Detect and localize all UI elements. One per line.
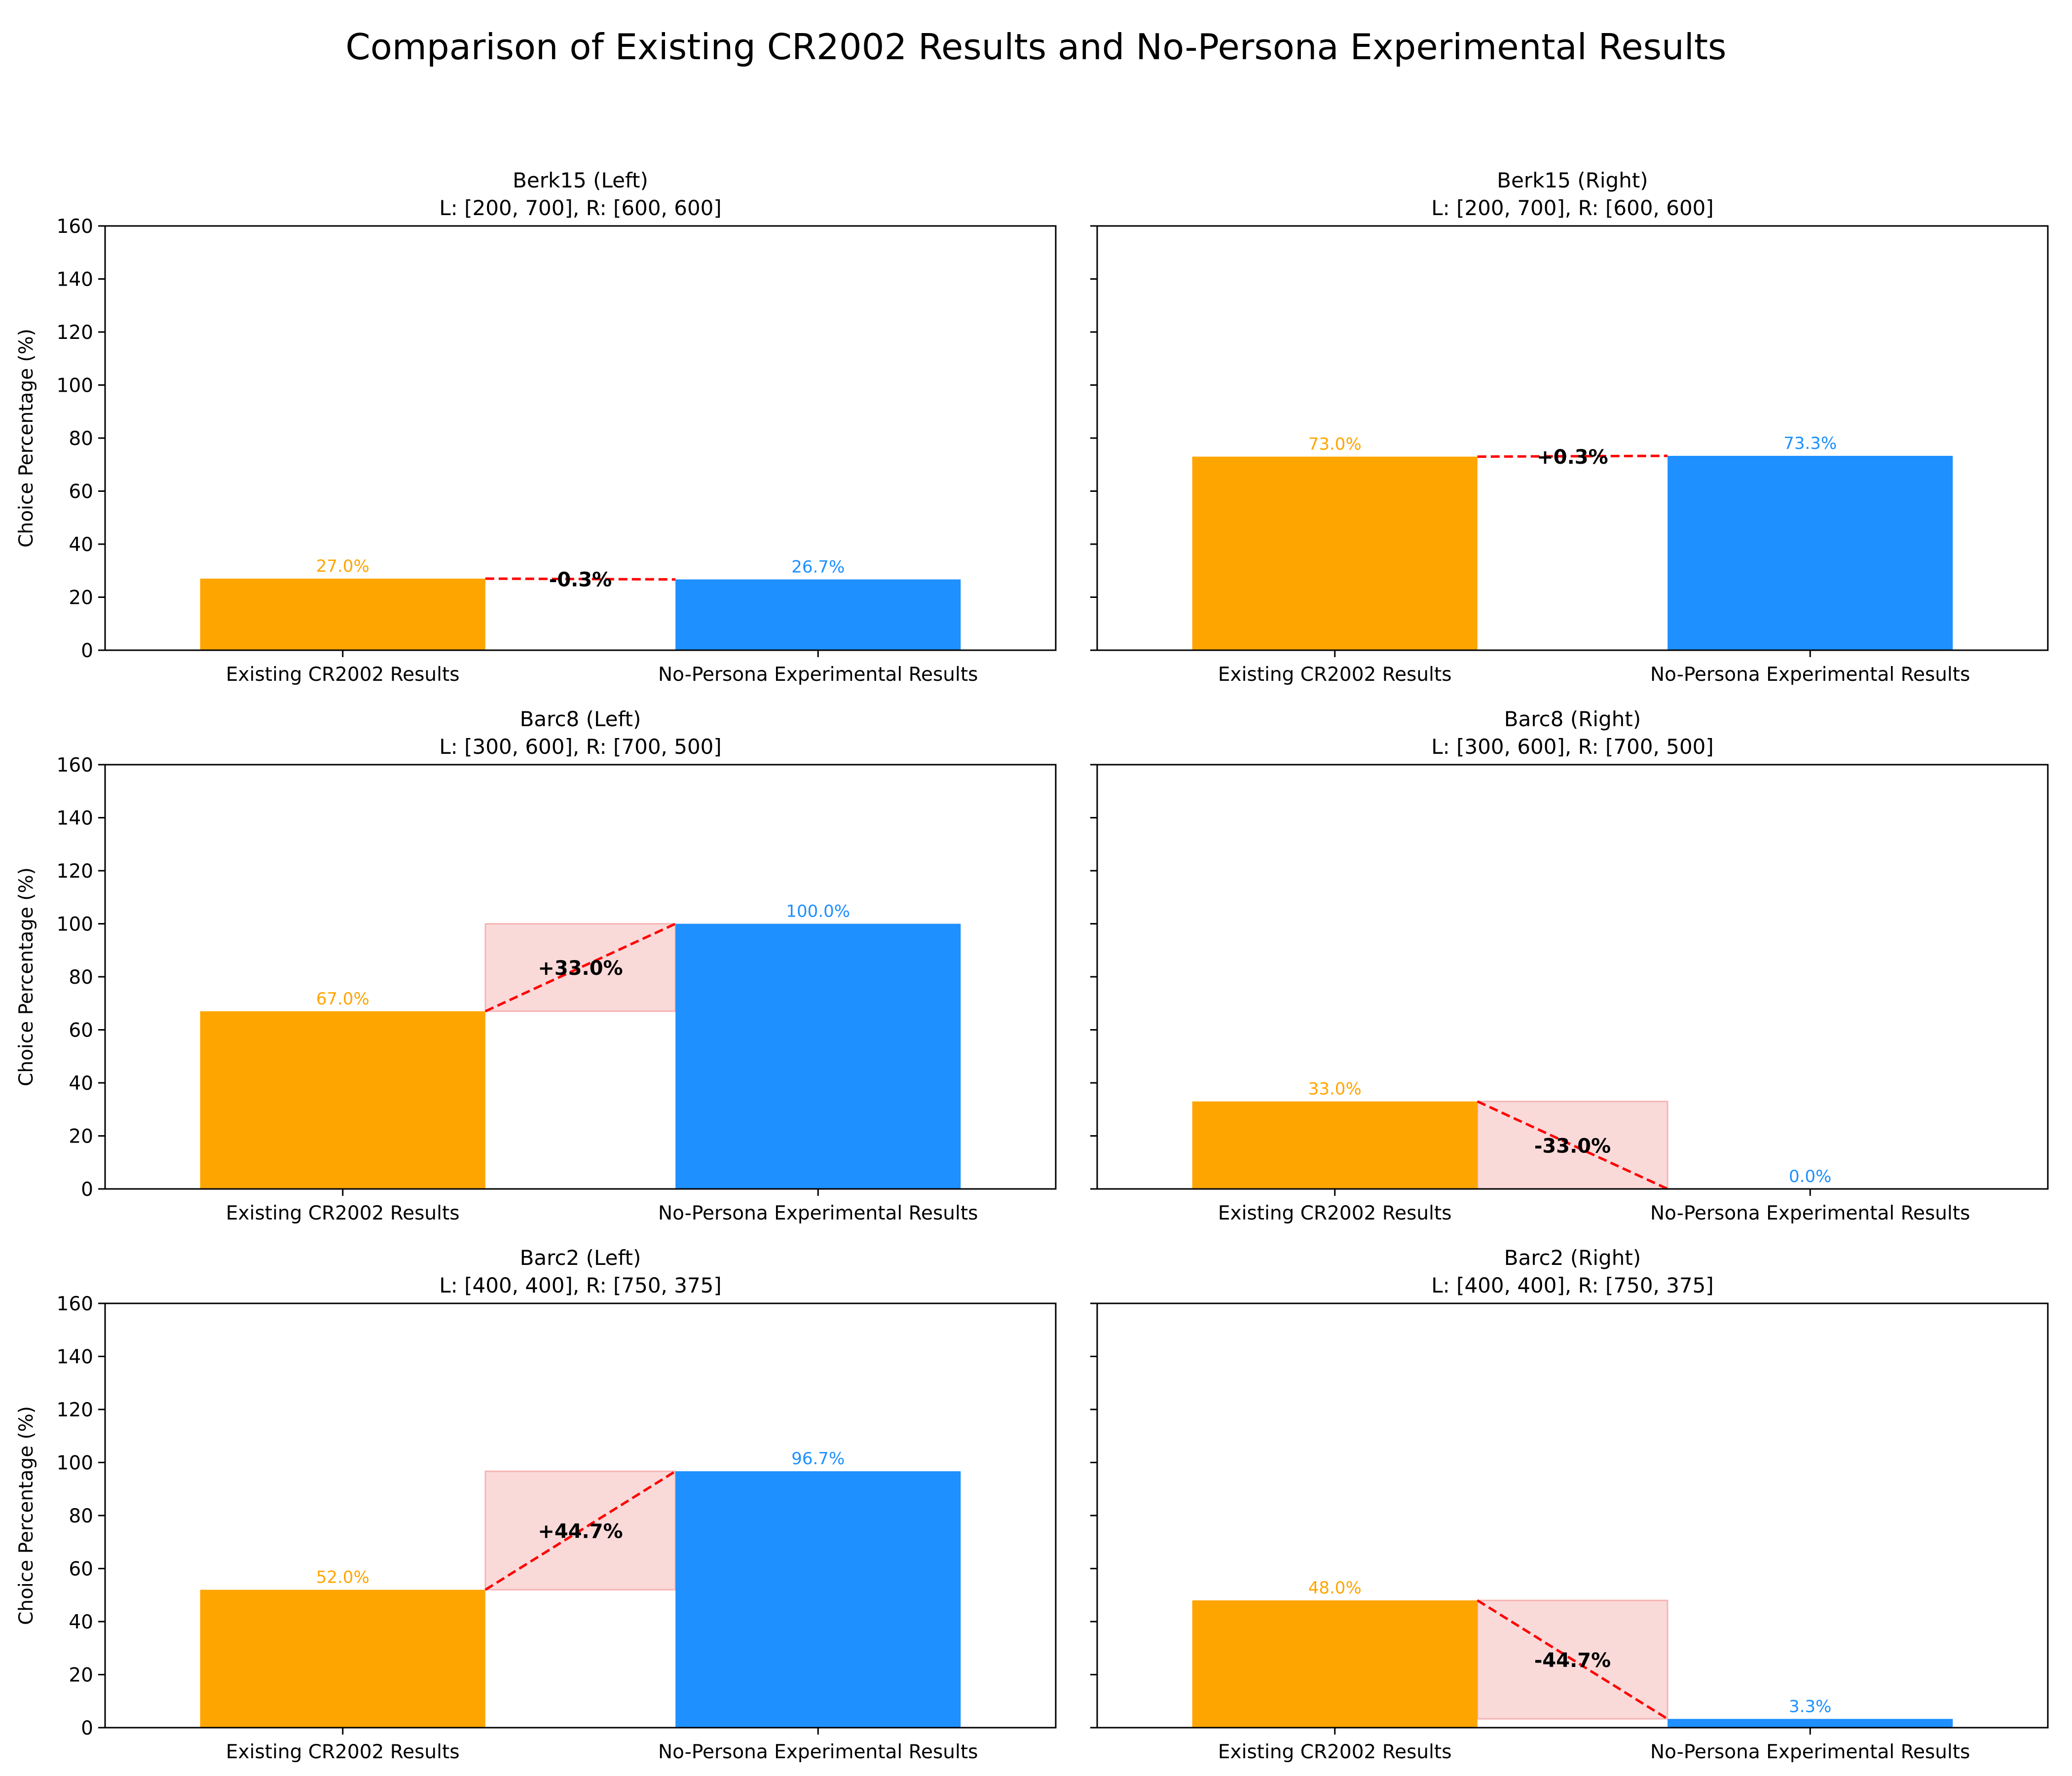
y-tick-label: 40 [69,1073,93,1095]
bar-experimental [675,1471,961,1728]
y-tick-label: 0 [81,1179,93,1201]
difference-label: -0.3% [549,569,612,592]
difference-label: -44.7% [1534,1649,1611,1672]
y-tick-label: 120 [57,322,93,344]
y-axis-label: Choice Percentage (%) [15,867,37,1086]
bar-existing [1192,1101,1478,1189]
chart-panel-6: Barc2 (Right) L: [400, 400], R: [750, 375… [1090,1246,2049,1763]
bar-existing [1192,456,1478,650]
panel-title: Berk15 (Left) [513,168,648,192]
figure-title: Comparison of Existing CR2002 Results an… [345,26,1726,68]
x-tick-label: Existing CR2002 Results [1218,664,1452,686]
y-tick-label: 40 [69,1611,93,1633]
y-tick-label: 20 [69,1665,93,1687]
y-tick-label: 120 [57,1399,93,1421]
bar-existing [1192,1600,1478,1728]
difference-label: +33.0% [538,957,623,980]
y-tick-label: 120 [57,860,93,883]
difference-label: +44.7% [538,1520,623,1543]
y-tick-label: 160 [57,216,93,238]
bar-value-label: 73.3% [1783,434,1837,453]
panel-subtitle: L: [300, 600], R: [700, 500] [1431,735,1714,759]
x-tick-label: No-Persona Experimental Results [658,1741,978,1763]
y-axis-label: Choice Percentage (%) [15,329,37,548]
x-tick-label: No-Persona Experimental Results [1650,664,1970,686]
y-tick-label: 60 [69,1558,93,1581]
y-tick-label: 60 [69,481,93,503]
difference-connector [484,923,676,1013]
bar-value-label: 96.7% [791,1449,845,1469]
y-tick-label: 140 [57,269,93,291]
x-tick-label: No-Persona Experimental Results [1650,1202,1970,1224]
chart-panel-2: Berk15 (Right) L: [200, 700], R: [600, 60… [1090,168,2049,686]
y-tick-label: 100 [57,375,93,397]
y-tick-label: 0 [81,1717,93,1739]
panel-subtitle: L: [200, 700], R: [600, 600] [439,196,722,220]
difference-connector [484,1470,676,1591]
panel-subtitle: L: [400, 400], R: [750, 375] [439,1273,722,1297]
bar-value-label: 33.0% [1308,1079,1362,1099]
y-tick-label: 40 [69,534,93,556]
difference-connector [1477,1100,1668,1190]
bar-existing [200,1590,485,1728]
panel-title: Barc2 (Right) [1504,1246,1641,1270]
bar-experimental [1667,1719,1953,1728]
panel-title: Barc8 (Right) [1504,707,1641,731]
chart-panel-1: Berk15 (Left) L: [200, 700], R: [600, 600… [15,168,1057,686]
bar-experimental [675,579,961,650]
y-tick-label: 140 [57,808,93,830]
panel-subtitle: L: [300, 600], R: [700, 500] [439,735,722,759]
panel-title: Barc8 (Left) [520,707,641,731]
difference-label: -33.0% [1534,1135,1611,1157]
bar-experimental [1667,456,1953,650]
bar-value-label: 67.0% [316,989,370,1009]
chart-panel-5: Barc2 (Left) L: [400, 400], R: [750, 375]… [15,1246,1057,1763]
y-tick-label: 160 [57,1293,93,1315]
y-tick-label: 80 [69,966,93,989]
y-tick-label: 20 [69,587,93,609]
x-tick-label: Existing CR2002 Results [1218,1741,1452,1763]
y-tick-label: 80 [69,1505,93,1527]
difference-connector [1477,1599,1668,1720]
difference-label: +0.3% [1537,446,1608,469]
chart-panel-3: Barc8 (Left) L: [300, 600], R: [700, 500]… [15,707,1057,1224]
x-tick-label: Existing CR2002 Results [226,1202,460,1224]
y-tick-label: 60 [69,1020,93,1042]
y-tick-label: 0 [81,640,93,662]
x-tick-label: No-Persona Experimental Results [658,1202,978,1224]
panel-subtitle: L: [200, 700], R: [600, 600] [1431,196,1714,220]
y-tick-label: 80 [69,428,93,450]
bar-value-label: 100.0% [786,902,850,922]
bar-value-label: 73.0% [1308,435,1362,454]
bar-experimental [675,924,961,1189]
y-tick-label: 140 [57,1346,93,1369]
bar-value-label: 26.7% [791,557,845,577]
x-tick-label: No-Persona Experimental Results [658,664,978,686]
bar-value-label: 27.0% [316,556,370,576]
panel-title: Berk15 (Right) [1497,168,1648,192]
bar-value-label: 48.0% [1308,1578,1362,1598]
x-tick-label: Existing CR2002 Results [226,664,460,686]
x-tick-label: Existing CR2002 Results [226,1741,460,1763]
panel-subtitle: L: [400, 400], R: [750, 375] [1431,1273,1714,1297]
bar-existing [200,578,485,650]
difference-connector [1477,454,1668,458]
bar-value-label: 0.0% [1789,1167,1831,1186]
chart-panel-4: Barc8 (Right) L: [300, 600], R: [700, 500… [1090,707,2049,1224]
bar-existing [200,1011,485,1189]
panel-title: Barc2 (Left) [520,1246,641,1270]
difference-connector [485,577,676,581]
y-tick-label: 160 [57,754,93,777]
y-tick-label: 100 [57,914,93,936]
x-tick-label: Existing CR2002 Results [1218,1202,1452,1224]
y-axis-label: Choice Percentage (%) [15,1406,37,1625]
bar-value-label: 3.3% [1789,1697,1831,1716]
bar-value-label: 52.0% [316,1568,370,1588]
x-tick-label: No-Persona Experimental Results [1650,1741,1970,1763]
y-tick-label: 100 [57,1452,93,1475]
y-tick-label: 20 [69,1126,93,1148]
